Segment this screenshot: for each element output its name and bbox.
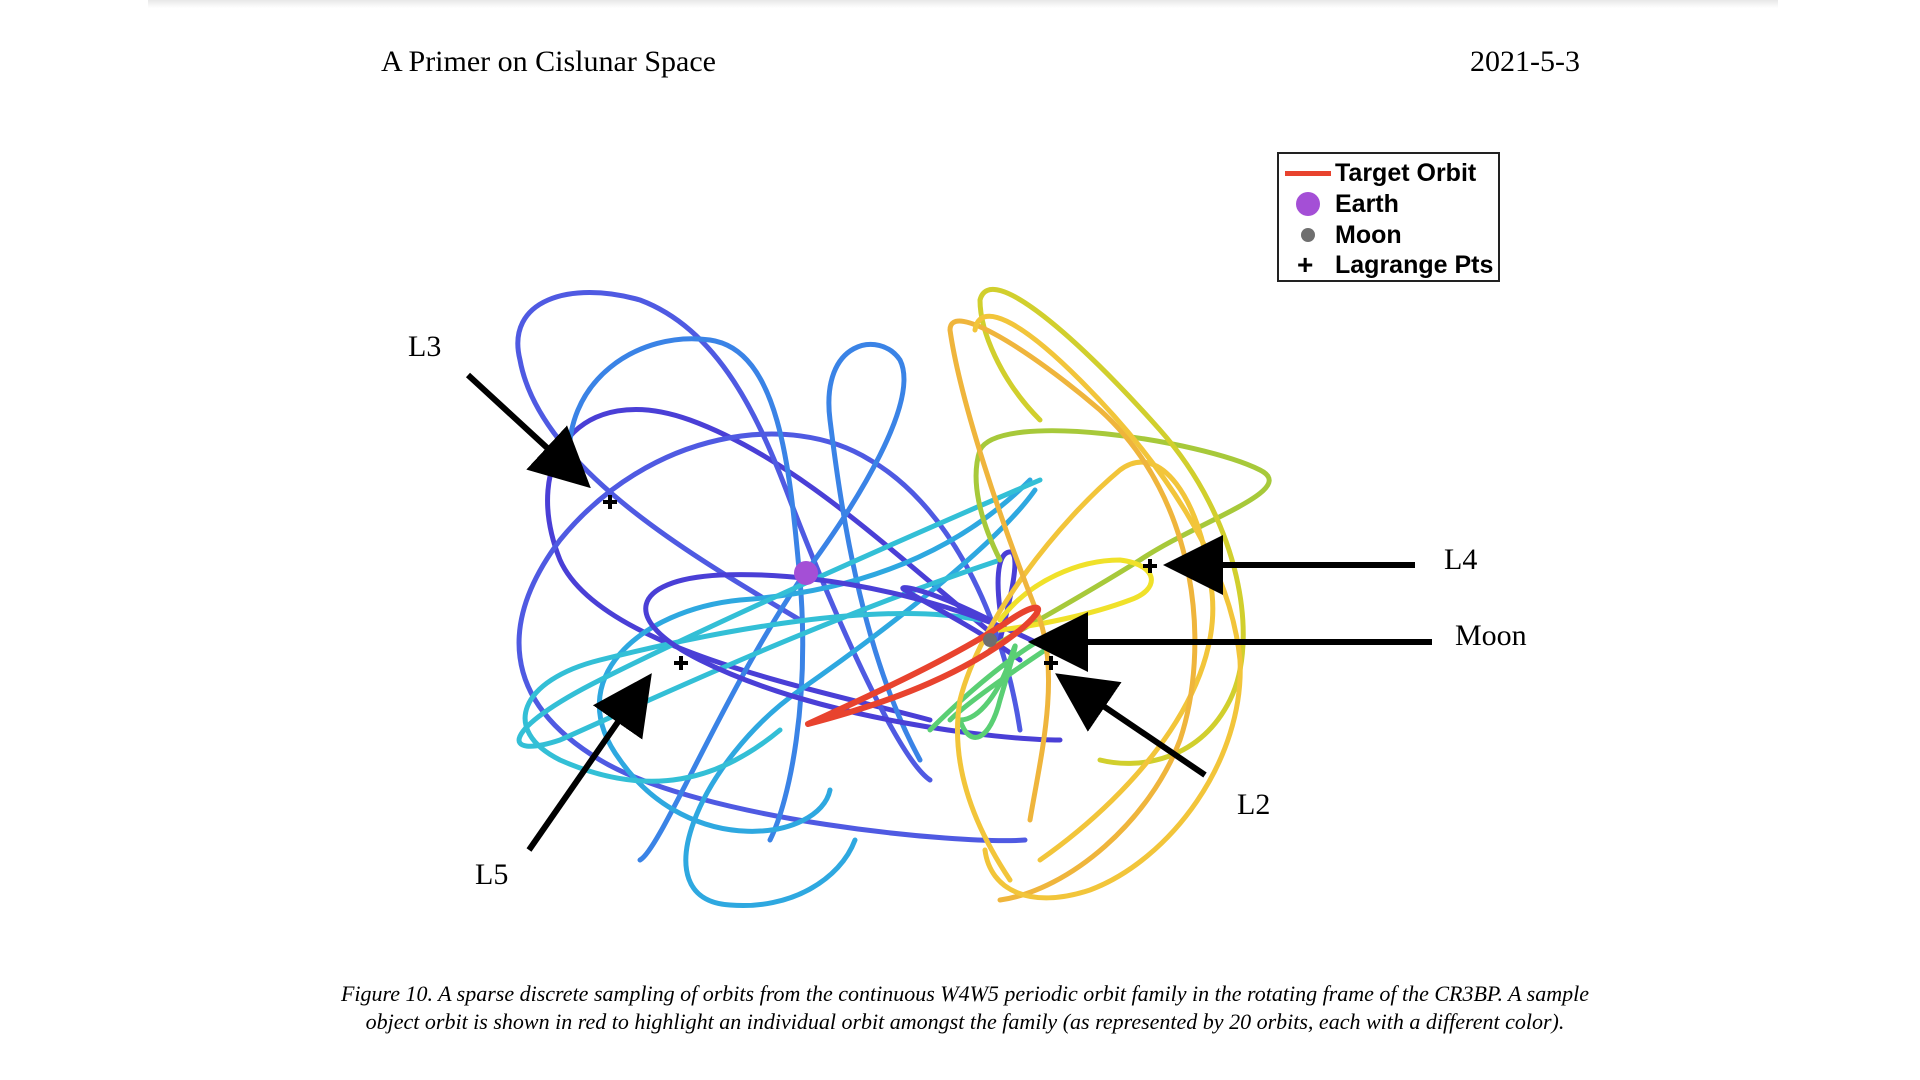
- orbit-8: [516, 477, 1043, 749]
- legend-label-earth: Earth: [1335, 190, 1399, 218]
- legend-earth-dot: [1296, 192, 1320, 216]
- callout-l4: L4: [1444, 543, 1478, 576]
- orbit-9: [522, 611, 983, 784]
- legend-row-earth: Earth: [1279, 190, 1498, 218]
- lagrange-plus-l5: [674, 656, 688, 670]
- moon-marker: [983, 633, 997, 647]
- legend-row-moon: Moon: [1279, 221, 1498, 249]
- orbit-4: [637, 342, 923, 863]
- legend-label-lagrange: Lagrange Pts: [1335, 251, 1494, 279]
- lagrange-plus-l4: [1143, 559, 1157, 573]
- orbit-11: [900, 585, 1023, 663]
- orbit-2: [515, 290, 933, 783]
- orbit-14: [957, 643, 1018, 740]
- orbit-16: [977, 286, 1246, 766]
- earth-marker: [794, 561, 818, 585]
- legend-moon-dot: [1301, 228, 1315, 242]
- arrow-l2: [1055, 673, 1207, 778]
- target-orbit-path: [805, 604, 1042, 727]
- figure-caption: Figure 10. A sparse discrete sampling of…: [340, 981, 1590, 1034]
- orbit-6: [596, 477, 1033, 834]
- callout-l2: L2: [1237, 788, 1271, 821]
- page-top-edge: [148, 0, 1778, 8]
- figure-legend: Target Orbit Earth Moon + Lagrange Pts: [1277, 152, 1500, 282]
- orbit-10: [643, 572, 1063, 743]
- legend-label-moon: Moon: [1335, 221, 1402, 249]
- arrow-l3: [465, 372, 591, 489]
- lagrange-plus-l3: [603, 495, 617, 509]
- legend-row-lagrange: + Lagrange Pts: [1279, 249, 1498, 280]
- legend-row-target-orbit: Target Orbit: [1279, 159, 1498, 187]
- orbit-5: [566, 336, 806, 843]
- legend-line-swatch: [1285, 171, 1331, 176]
- callout-l3: L3: [408, 330, 442, 363]
- orbit-18: [955, 459, 1216, 883]
- callout-moon: Moon: [1455, 619, 1527, 652]
- legend-plus-icon: +: [1297, 249, 1314, 280]
- arrow-l5: [526, 673, 652, 852]
- legend-label-target-orbit: Target Orbit: [1335, 159, 1477, 187]
- running-header-title: A Primer on Cislunar Space: [381, 45, 716, 78]
- orbit-15: [973, 428, 1272, 653]
- orbit-20: [972, 313, 1243, 901]
- orbit-3: [516, 431, 1028, 844]
- running-header-date: 2021-5-3: [1470, 45, 1580, 78]
- callout-l5: L5: [475, 858, 509, 891]
